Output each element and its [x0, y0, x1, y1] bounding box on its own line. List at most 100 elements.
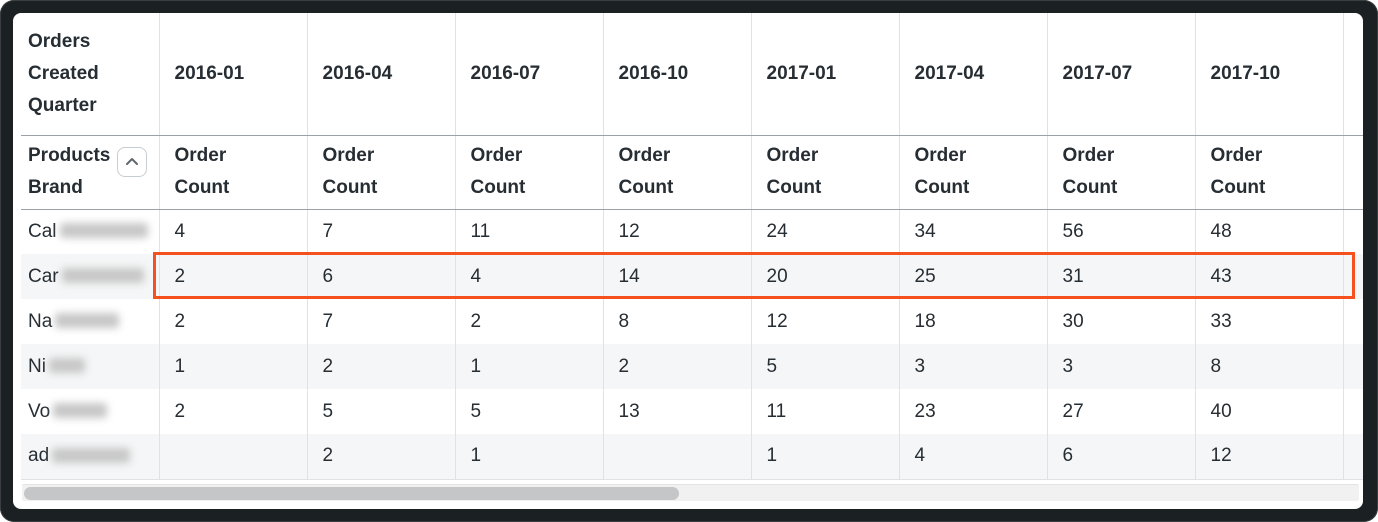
quarter-column-header[interactable]: 2016-10	[602, 13, 751, 136]
order-count-cell[interactable]: 43	[1194, 254, 1343, 299]
quarter-column-header[interactable]: 2017-04	[898, 13, 1047, 136]
order-count-cell[interactable]: 20	[750, 254, 899, 299]
order-count-cell[interactable]: 11	[750, 389, 899, 434]
redacted-label-blur	[59, 223, 148, 239]
order-count-cell[interactable]: 14	[602, 254, 751, 299]
brand-row-label[interactable]: Vo	[21, 389, 159, 434]
order-count-cell[interactable]: 1	[750, 434, 899, 480]
redacted-label-blur	[61, 267, 144, 283]
order-count-cell[interactable]: 2	[602, 344, 751, 389]
measure-column-header[interactable]: Order Count	[750, 135, 899, 210]
order-count-cell[interactable]: 1	[454, 344, 603, 389]
order-count-cell[interactable]: 18	[898, 299, 1047, 344]
clipped-column-cell	[1342, 209, 1363, 254]
quarter-column-header[interactable]: 2016-07	[454, 13, 603, 136]
measure-label: Order Count	[914, 145, 970, 198]
redacted-label-blur	[52, 447, 131, 463]
order-count-cell[interactable]: 5	[750, 344, 899, 389]
measure-column-header[interactable]: Order Count	[306, 135, 455, 210]
table-row: Ni 1 2 1 2 5 3 3 8	[21, 344, 1363, 389]
quarter-column-header[interactable]: 2017-10	[1194, 13, 1343, 136]
brand-row-label[interactable]: Car	[21, 254, 159, 299]
order-count-cell[interactable]: 3	[898, 344, 1047, 389]
brand-row-label[interactable]: Na	[21, 299, 159, 344]
table-row: Car 2 6 4 14 20 25 31 43	[21, 254, 1363, 299]
measure-label: Order Count	[470, 145, 526, 198]
measure-label: Order Count	[618, 145, 674, 198]
measure-column-header[interactable]: Order Count	[602, 135, 751, 210]
order-count-cell[interactable]: 7	[306, 299, 455, 344]
brand-row-label[interactable]: Ni	[21, 344, 159, 389]
clipped-column-cell	[1342, 344, 1363, 389]
quarter-header-row: Orders Created Quarter 2016-01 2016-04 201…	[21, 13, 1363, 136]
horizontal-scrollbar[interactable]	[22, 484, 1359, 501]
order-count-cell[interactable]	[602, 434, 751, 480]
order-count-cell[interactable]: 3	[1046, 344, 1195, 389]
quarter-column-header[interactable]: 2017-07	[1046, 13, 1195, 136]
measure-header-row: Products Brand Order Count Order Count Ord…	[21, 135, 1363, 210]
measure-column-header[interactable]: Order Count	[1194, 135, 1343, 210]
table-row: ad 2 1 1 4 6 12	[21, 434, 1363, 480]
order-count-cell[interactable]: 5	[306, 389, 455, 434]
order-count-cell[interactable]: 2	[306, 434, 455, 480]
order-count-cell[interactable]: 12	[602, 209, 751, 254]
brand-row-label[interactable]: Cal	[21, 209, 159, 254]
sort-ascending-button[interactable]	[117, 146, 147, 177]
order-count-cell[interactable]: 2	[158, 389, 307, 434]
order-count-cell[interactable]: 2	[158, 299, 307, 344]
order-count-cell[interactable]: 48	[1194, 209, 1343, 254]
brand-label-text: Ni	[28, 355, 46, 377]
order-count-cell[interactable]: 27	[1046, 389, 1195, 434]
table-row: Na 2 7 2 8 12 18 30 33	[21, 299, 1363, 344]
order-count-cell[interactable]: 5	[454, 389, 603, 434]
order-count-cell[interactable]: 23	[898, 389, 1047, 434]
measure-column-header[interactable]: Order Count	[158, 135, 307, 210]
pivot-dimension-header[interactable]: Orders Created Quarter	[21, 13, 159, 136]
measure-column-header[interactable]: Order Count	[454, 135, 603, 210]
brand-label-text: ad	[28, 445, 50, 467]
quarter-column-header[interactable]: 2017-01	[750, 13, 899, 136]
order-count-cell[interactable]: 1	[158, 344, 307, 389]
order-count-cell[interactable]: 8	[602, 299, 751, 344]
order-count-cell[interactable]	[158, 434, 307, 480]
order-count-cell[interactable]: 4	[898, 434, 1047, 480]
chevron-up-icon	[125, 157, 139, 166]
order-count-cell[interactable]: 12	[750, 299, 899, 344]
brand-row-label[interactable]: ad	[21, 434, 159, 480]
quarter-column-header[interactable]: 2016-01	[158, 13, 307, 136]
measure-label: Order Count	[1062, 145, 1118, 198]
clipped-column-cell	[1342, 389, 1363, 434]
order-count-cell[interactable]: 6	[306, 254, 455, 299]
order-count-cell[interactable]: 30	[1046, 299, 1195, 344]
measure-column-header[interactable]: Order Count	[898, 135, 1047, 210]
redacted-label-blur	[48, 357, 85, 373]
order-count-cell[interactable]: 34	[898, 209, 1047, 254]
order-count-cell[interactable]: 4	[158, 209, 307, 254]
order-count-cell[interactable]: 12	[1194, 434, 1343, 480]
pivot-table: Orders Created Quarter 2016-01 2016-04 201…	[21, 13, 1363, 480]
order-count-cell[interactable]: 7	[306, 209, 455, 254]
order-count-cell[interactable]: 40	[1194, 389, 1343, 434]
quarter-column-header[interactable]: 2016-04	[306, 13, 455, 136]
clipped-column-cell	[1342, 13, 1363, 136]
order-count-cell[interactable]: 2	[158, 254, 307, 299]
order-count-cell[interactable]: 2	[306, 344, 455, 389]
order-count-cell[interactable]: 13	[602, 389, 751, 434]
order-count-cell[interactable]: 33	[1194, 299, 1343, 344]
scrollbar-thumb[interactable]	[24, 487, 680, 500]
order-count-cell[interactable]: 25	[898, 254, 1047, 299]
row-dimension-header[interactable]: Products Brand	[21, 135, 159, 210]
order-count-cell[interactable]: 4	[454, 254, 603, 299]
order-count-cell[interactable]: 24	[750, 209, 899, 254]
order-count-cell[interactable]: 2	[454, 299, 603, 344]
measure-label: Order Count	[1210, 145, 1266, 198]
order-count-cell[interactable]: 56	[1046, 209, 1195, 254]
measure-column-header[interactable]: Order Count	[1046, 135, 1195, 210]
table-body: Cal 4 7 11 12 24 34 56 48 Car 2 6 4 14 20 25 31 43 Na 2 7 2 8 1…	[21, 209, 1363, 480]
order-count-cell[interactable]: 6	[1046, 434, 1195, 480]
order-count-cell[interactable]: 8	[1194, 344, 1343, 389]
order-count-cell[interactable]: 31	[1046, 254, 1195, 299]
order-count-cell[interactable]: 1	[454, 434, 603, 480]
order-count-cell[interactable]: 11	[454, 209, 603, 254]
